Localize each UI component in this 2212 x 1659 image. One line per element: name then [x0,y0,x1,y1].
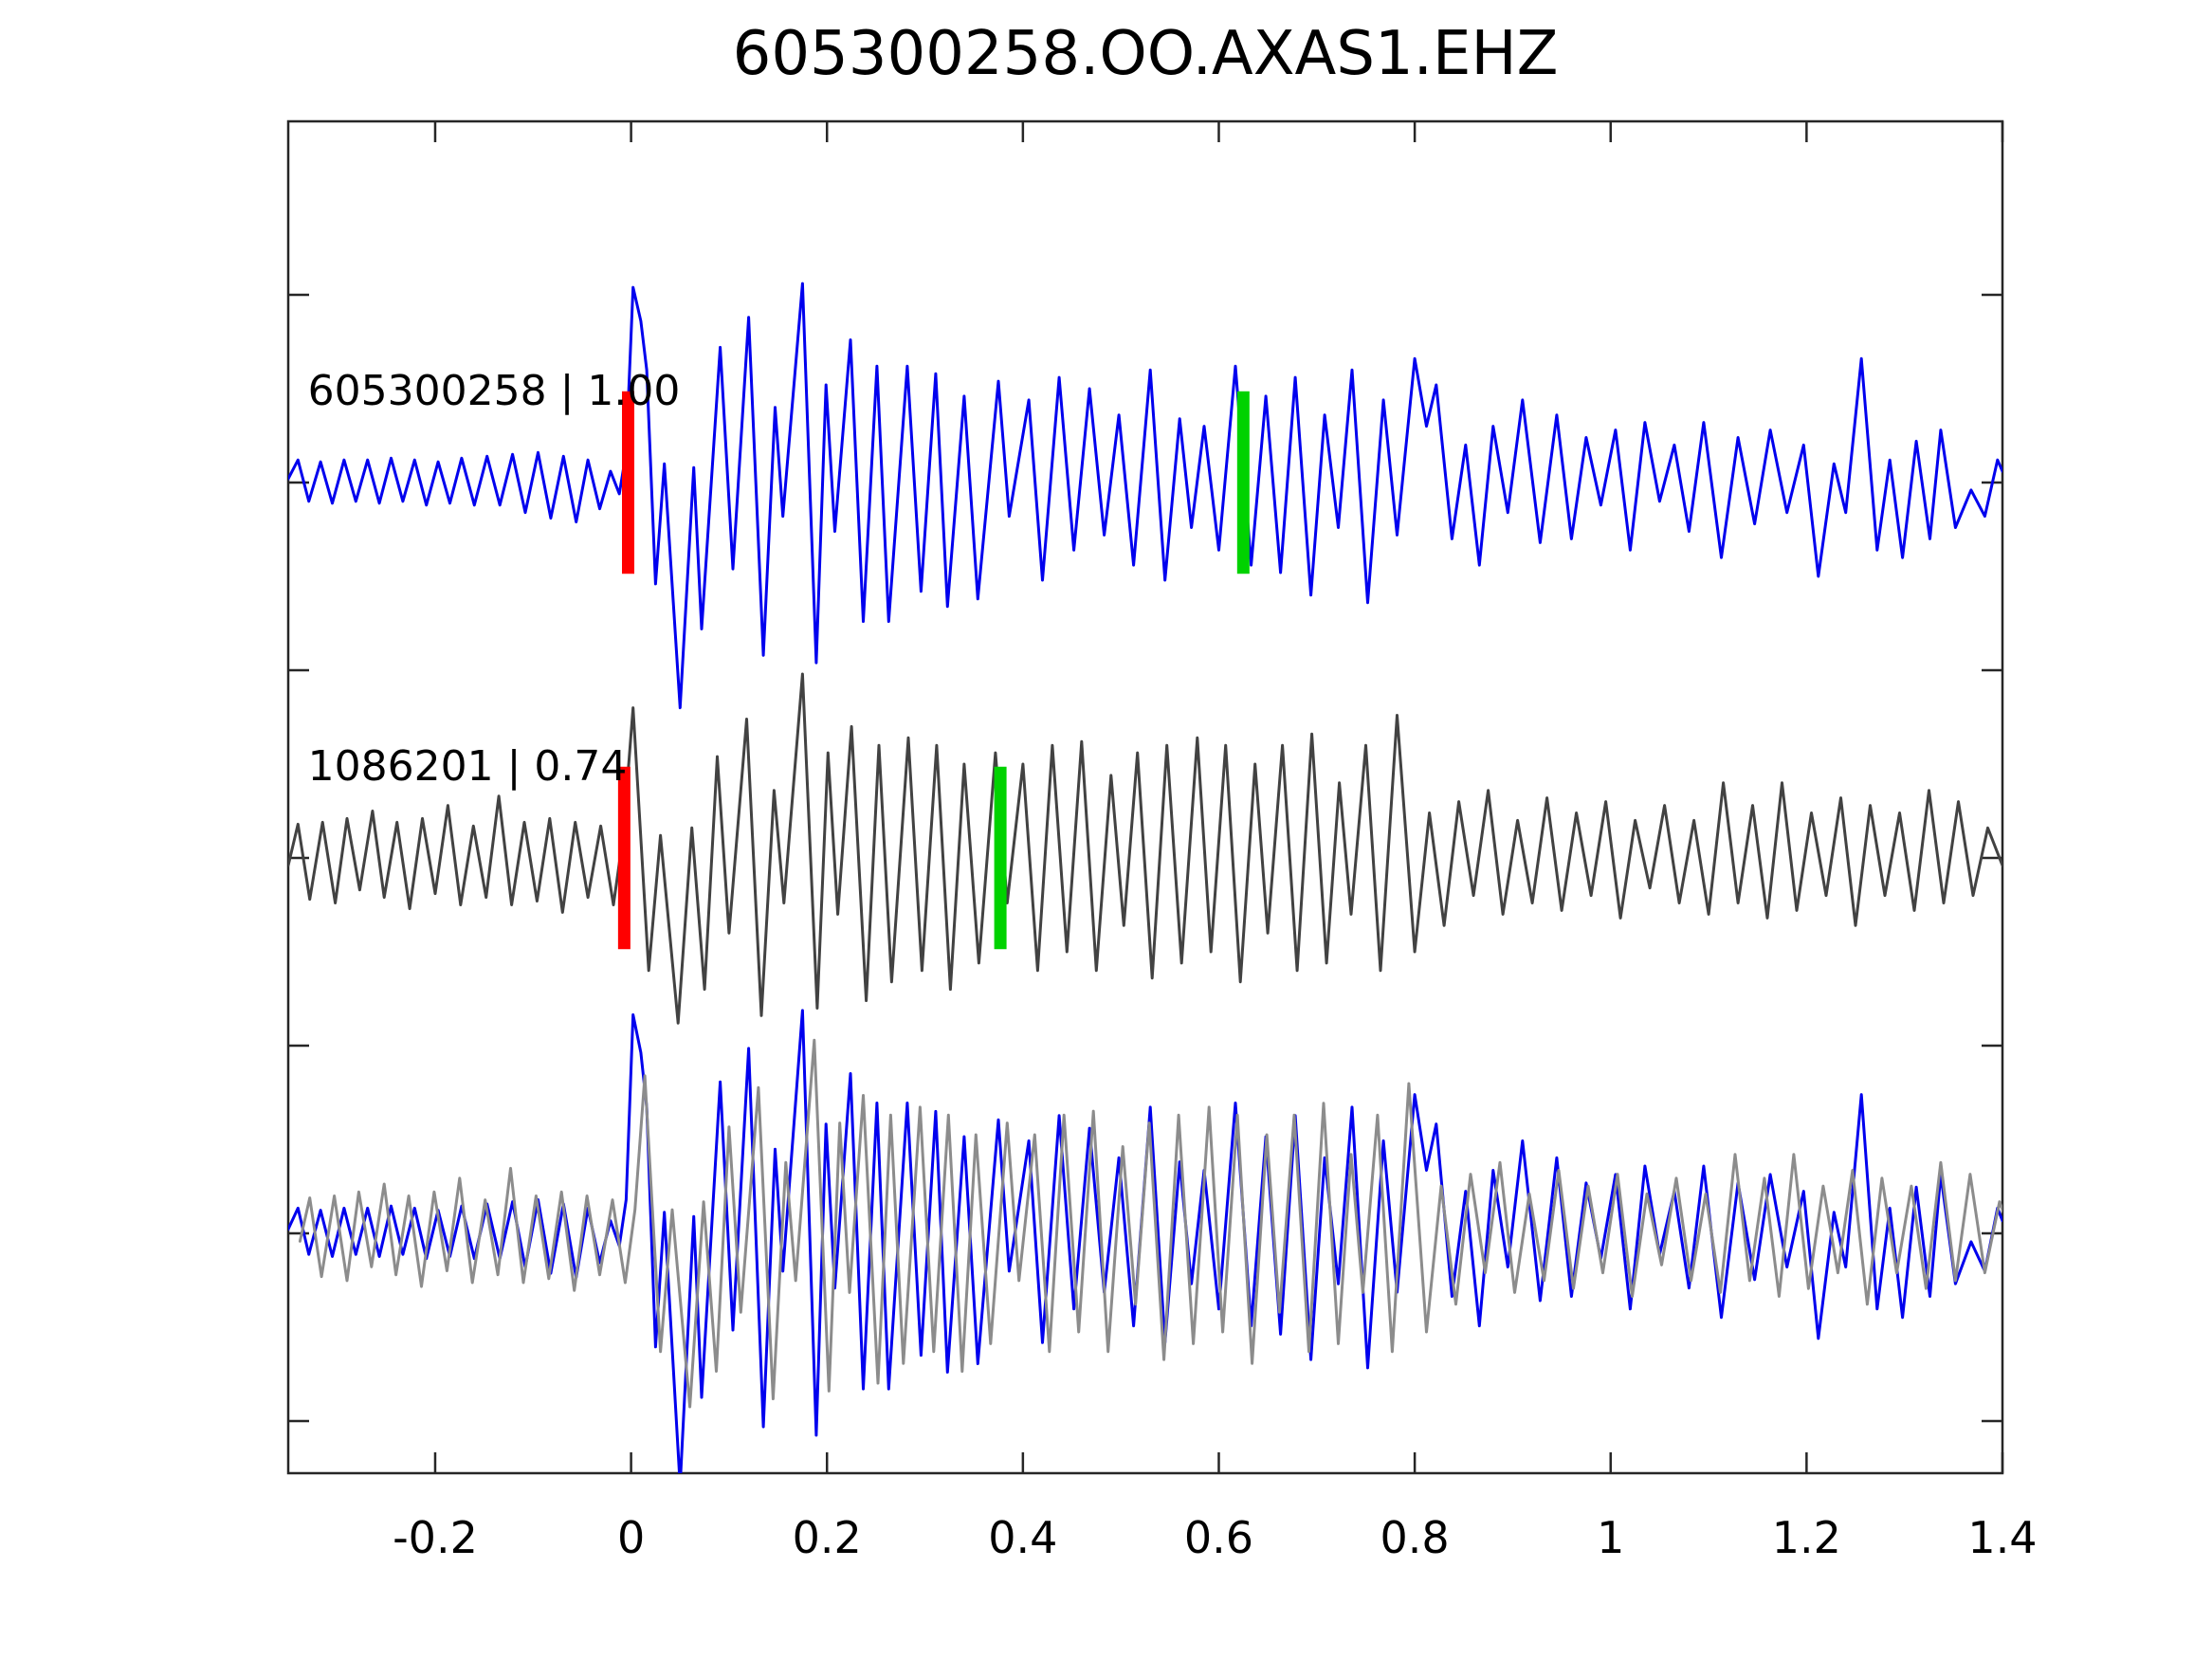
template-label: 605300258 | 1.00 [308,367,681,415]
x-tick-label: -0.2 [393,1512,478,1563]
detection-label: 1086201 | 0.74 [308,742,628,791]
x-tick-label: 1.4 [1967,1512,2037,1563]
x-tick-label: 0.2 [793,1512,862,1563]
detection-pick-red-marker [617,766,631,950]
x-tick-label: 0.6 [1184,1512,1253,1563]
plot-border [286,119,2004,1475]
plot-title: 605300258.OO.AXAS1.EHZ [733,19,1559,89]
overlay-template-trace-line [288,1009,2002,1473]
x-tick-label: 0.8 [1380,1512,1450,1563]
x-tick-label: 1 [1597,1512,1624,1563]
x-tick-label: 0 [617,1512,645,1563]
detection-pick-green-marker [994,766,1007,950]
detection-trace-line [288,672,2002,1025]
template-trace-line [288,282,2002,710]
template-pick-green-marker [1236,391,1250,574]
x-tick-label: 0.4 [988,1512,1057,1563]
overlay-detection-trace-line [298,1038,2002,1409]
template-pick-red-marker [622,391,635,574]
x-tick-label: 1.2 [1772,1512,1841,1563]
plot-area: -0.2 0 0.2 0.4 0.6 0.8 1 1.2 1.4 605300258 | 1.00… [286,119,2038,1563]
